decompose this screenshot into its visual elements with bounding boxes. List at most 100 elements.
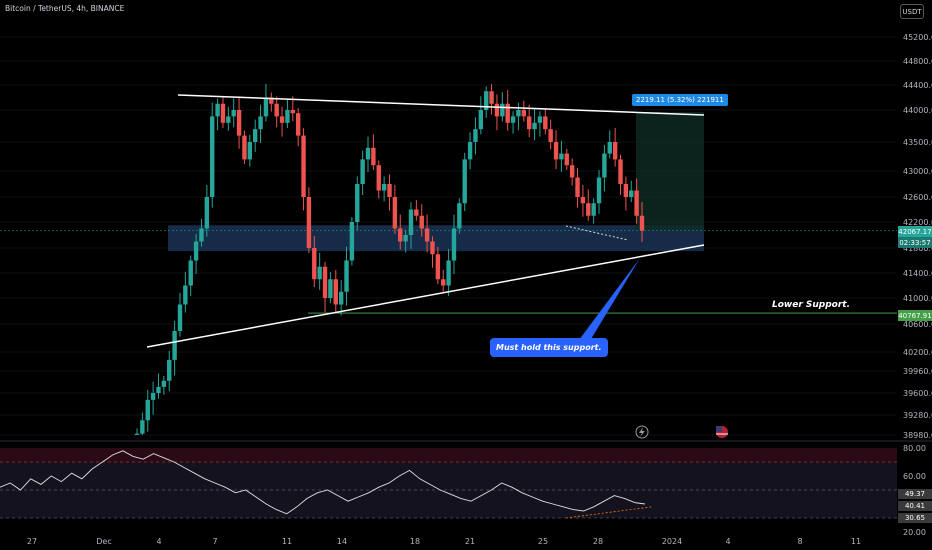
candle-body <box>408 209 414 235</box>
candle-body <box>521 110 527 117</box>
candle-body <box>387 184 392 197</box>
candle-body <box>312 248 317 280</box>
price-tick-label: 44400.00 <box>903 81 932 90</box>
candle-body <box>607 142 612 154</box>
candles <box>134 83 645 435</box>
candle-body <box>210 116 215 197</box>
candle-body <box>269 97 274 104</box>
lightning-icon[interactable] <box>635 425 649 439</box>
candle-body <box>242 135 247 160</box>
candle-body <box>526 116 532 130</box>
candle-body <box>360 159 365 184</box>
candle-body <box>516 110 521 117</box>
candle-body <box>419 215 424 229</box>
candle-body <box>414 209 419 216</box>
candle-body <box>365 147 371 160</box>
candle-body <box>301 135 306 197</box>
candle-body <box>553 142 559 160</box>
time-tick-label: 4 <box>725 537 730 546</box>
currency-button[interactable]: USDT <box>900 4 924 19</box>
time-tick-label: 8 <box>797 537 802 546</box>
candle-body <box>193 241 199 261</box>
price-tick-label: 39600.00 <box>903 389 932 398</box>
price-tick-label: 41800.00 <box>903 244 932 253</box>
candle-body <box>220 103 226 123</box>
rsi-tick-label: 20.00 <box>903 528 926 537</box>
candle-body <box>145 399 150 421</box>
time-tick-label: 21 <box>465 537 475 546</box>
candle-body <box>161 380 167 387</box>
lower-support-label: Lower Support. <box>772 300 851 310</box>
rsi-line <box>0 450 646 515</box>
rsi-value-badge: 49.37 <box>898 489 932 499</box>
candle-body <box>177 304 183 331</box>
candle-body <box>279 116 285 123</box>
candle-body <box>172 331 177 360</box>
upper-trendline[interactable] <box>177 94 705 116</box>
support-callout: Must hold this support. <box>490 338 608 357</box>
rsi-tick-label: 80.00 <box>903 444 926 453</box>
candle-body <box>317 266 322 280</box>
candle-body <box>338 291 344 305</box>
candle-body <box>532 122 537 130</box>
candle-body <box>424 228 430 242</box>
current-price-badge: 42067.17 <box>898 226 932 237</box>
candle-body <box>484 91 489 110</box>
candle-body <box>156 386 161 393</box>
candle-body <box>403 235 408 242</box>
candle-body <box>569 165 575 178</box>
candle-body <box>543 116 548 130</box>
candle-body <box>505 103 510 123</box>
candle-body <box>623 184 629 197</box>
lower-support-badge: 40767.91 <box>898 310 932 321</box>
candle-body <box>392 197 398 229</box>
countdown-badge: 02:33:57 <box>898 237 932 248</box>
candle-body <box>618 159 623 184</box>
price-tick-label: 39960.00 <box>903 367 932 376</box>
candle-body <box>322 266 328 298</box>
time-tick-label: 7 <box>212 537 217 546</box>
candle-body <box>328 279 333 298</box>
price-tick-label: 42200.00 <box>903 218 932 227</box>
candle-body <box>586 203 591 216</box>
candle-body <box>500 103 505 117</box>
candle-body <box>435 254 441 280</box>
candle-body <box>263 97 269 117</box>
rsi-tick-label: 60.00 <box>903 472 926 481</box>
candle-body <box>231 110 236 117</box>
candle-body <box>204 197 210 229</box>
price-tick-label: 44000.00 <box>903 106 932 115</box>
time-tick-label: 18 <box>410 537 420 546</box>
price-tick-label: 40600.00 <box>903 320 932 329</box>
us-flag-icon[interactable] <box>716 426 728 438</box>
callout-arrow <box>576 258 640 344</box>
candle-body <box>188 260 193 286</box>
measure-label: 2219.11 (5.32%) 221911 <box>632 94 728 106</box>
price-axis: 45200.00 44800.00 44400.00 44000.00 43500.00… <box>903 33 932 440</box>
grid <box>0 36 896 436</box>
price-tick-label: 40200.00 <box>903 348 932 357</box>
candle-body <box>634 190 639 216</box>
candle-body <box>199 228 204 242</box>
candle-body <box>247 142 253 160</box>
price-tick-label: 43500.00 <box>903 138 932 147</box>
candle-body <box>494 103 500 117</box>
candle-body <box>398 228 403 242</box>
candle-body <box>371 147 376 166</box>
rsi-low-badge: 30.65 <box>898 513 932 523</box>
lower-trendline[interactable] <box>146 244 705 348</box>
price-tick-label: 39280.00 <box>903 411 932 420</box>
candle-body <box>510 116 516 123</box>
time-tick-label: 11 <box>282 537 292 546</box>
candle-body <box>183 285 188 305</box>
price-tick-label: 41000.00 <box>903 294 932 303</box>
candle-body <box>355 184 360 222</box>
time-tick-label: 14 <box>337 537 347 546</box>
candle-body <box>252 129 258 142</box>
candle-body <box>559 153 564 160</box>
candle-body <box>537 116 543 123</box>
candle-body <box>236 110 242 136</box>
candle-body <box>478 110 484 130</box>
